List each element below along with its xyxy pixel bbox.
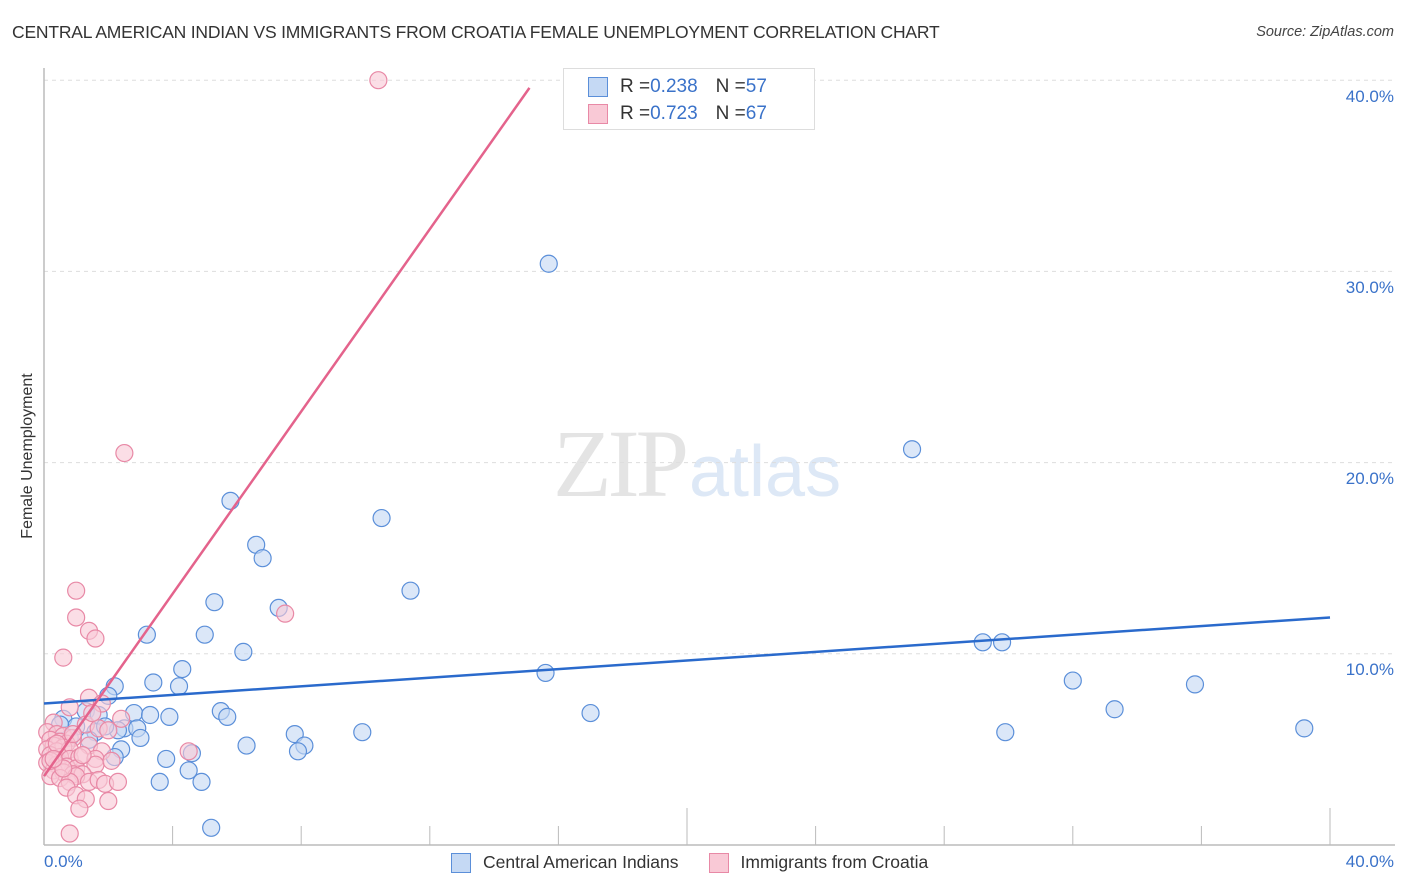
data-point xyxy=(99,791,118,811)
data-point xyxy=(234,642,253,661)
blue-swatch-icon xyxy=(588,77,608,97)
x-tick-40: 40.0% xyxy=(1345,852,1394,871)
r-value: 0.238 xyxy=(650,76,698,97)
data-point xyxy=(1105,700,1124,719)
pink-swatch-icon xyxy=(708,852,729,873)
y-axis-label: Female Unemployment xyxy=(19,373,36,539)
data-point xyxy=(996,723,1015,742)
r-value: 0.723 xyxy=(650,103,698,124)
data-point xyxy=(536,663,555,683)
data-point xyxy=(115,443,134,463)
trend-line-immigrants-from-croatia xyxy=(42,87,531,777)
data-point xyxy=(992,633,1012,652)
legend-item-immigrants-from-croatia[interactable]: Immigrants from Croatia xyxy=(708,852,929,873)
legend-item-central-american-indians[interactable]: Central American Indians xyxy=(451,852,679,873)
data-point xyxy=(1063,671,1082,690)
correlation-legend: R = 0.238 N = 57 R = 0.723 N = 67 xyxy=(563,68,815,130)
data-point xyxy=(369,71,388,90)
y-tick-40: 40.0% xyxy=(1345,87,1394,106)
axes xyxy=(43,68,1395,846)
data-point xyxy=(112,709,131,728)
data-point xyxy=(353,723,372,742)
data-point xyxy=(140,705,160,725)
data-point xyxy=(67,608,86,627)
data-point xyxy=(218,707,237,726)
data-point xyxy=(192,772,211,792)
data-point xyxy=(902,440,922,459)
trend-lines xyxy=(42,87,1331,777)
legend-label: Central American Indians xyxy=(483,852,679,872)
data-point xyxy=(144,673,163,692)
data-point xyxy=(108,772,128,792)
legend-row-blue: R = 0.238 N = 57 xyxy=(588,75,767,99)
data-point xyxy=(179,742,198,761)
data-point xyxy=(205,593,224,612)
data-point xyxy=(131,728,150,748)
data-point xyxy=(157,749,176,769)
y-tick-30: 30.0% xyxy=(1345,278,1394,297)
r-label: R = xyxy=(620,76,651,97)
data-point xyxy=(150,772,169,792)
chart-title: CENTRAL AMERICAN INDIAN VS IMMIGRANTS FR… xyxy=(12,22,940,42)
legend-label: Immigrants from Croatia xyxy=(740,852,929,872)
data-point xyxy=(102,751,121,770)
series-blue-points xyxy=(50,254,1314,837)
blue-swatch-icon xyxy=(451,852,471,873)
y-tick-20: 20.0% xyxy=(1345,469,1394,488)
data-point xyxy=(195,625,214,644)
series-legend: Central American Indians Immigrants from… xyxy=(451,852,958,873)
data-point xyxy=(83,703,102,723)
data-point xyxy=(67,581,86,600)
data-point xyxy=(54,648,73,667)
data-point xyxy=(1185,675,1205,694)
gridlines xyxy=(44,79,1395,655)
n-value: 57 xyxy=(745,76,767,97)
data-point xyxy=(73,746,92,765)
data-point xyxy=(401,581,420,600)
data-point xyxy=(179,761,198,780)
data-point xyxy=(237,736,256,755)
series-pink-points xyxy=(38,71,388,843)
data-point xyxy=(70,799,89,818)
data-point xyxy=(60,824,79,843)
data-point xyxy=(253,549,272,568)
data-point xyxy=(169,677,189,696)
pink-swatch-icon xyxy=(588,104,608,124)
data-point xyxy=(202,818,221,837)
data-point xyxy=(288,742,308,761)
n-value: 67 xyxy=(745,103,767,124)
data-point xyxy=(137,625,156,644)
y-tick-10: 10.0% xyxy=(1345,660,1394,679)
data-point xyxy=(86,629,105,648)
data-point xyxy=(173,659,192,679)
data-point xyxy=(1295,719,1314,738)
data-point xyxy=(221,491,240,510)
legend-row-pink: R = 0.723 N = 67 xyxy=(588,102,767,126)
data-point xyxy=(539,254,558,273)
r-label: R = xyxy=(620,103,651,124)
data-point xyxy=(99,721,118,740)
data-point xyxy=(160,707,179,726)
data-point xyxy=(372,508,391,528)
data-point xyxy=(581,703,600,723)
n-label: N = xyxy=(715,103,746,124)
x-tick-0: 0.0% xyxy=(44,852,83,871)
source-label: Source: ZipAtlas.com xyxy=(1256,24,1394,40)
trend-line-central-american-indians xyxy=(43,616,1331,705)
data-point xyxy=(276,604,295,623)
n-label: N = xyxy=(715,76,746,97)
